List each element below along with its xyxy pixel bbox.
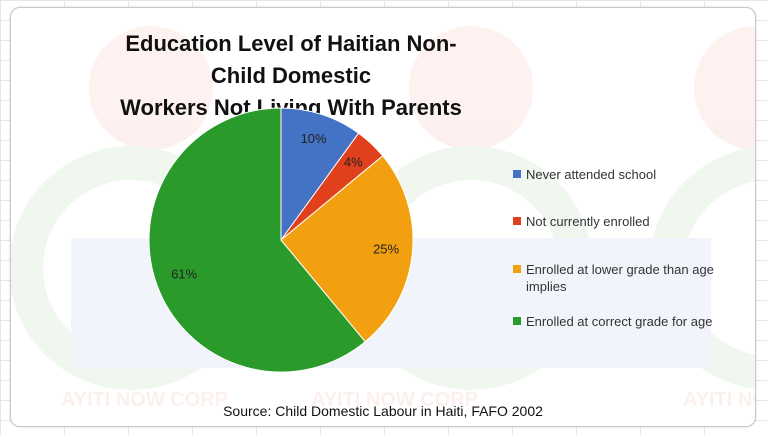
watermark-text: AYITI NOW CORP	[61, 389, 228, 411]
watermark-figure-head	[89, 26, 213, 150]
legend-label-line: Never attended school	[526, 167, 657, 182]
legend-item[interactable]: Enrolled at correct grade for age	[513, 313, 753, 330]
legend-label-line: implies	[526, 279, 567, 294]
watermark-figure-head	[694, 26, 755, 150]
watermark-figure-head	[409, 26, 533, 150]
data-label: 25%	[373, 241, 399, 256]
legend-item[interactable]: Not currently enrolled	[513, 213, 753, 230]
source-note: Source: Child Domestic Labour in Haiti, …	[223, 403, 543, 419]
watermark-text: AYITI NOW CORP	[311, 389, 478, 411]
pie-slice[interactable]	[280, 107, 360, 242]
chart-title-line-1: Education Level of Haitian Non-Child Dom…	[125, 31, 457, 88]
data-label: 4%	[344, 154, 363, 169]
legend-swatch	[513, 317, 521, 325]
pie-chart[interactable]: 10% 4% 25% 61%	[11, 8, 755, 426]
legend-label: Not currently enrolled	[526, 213, 650, 230]
pie-slice[interactable]	[280, 155, 414, 343]
legend-swatch	[513, 170, 521, 178]
data-label: 61%	[171, 266, 197, 281]
legend-swatch	[513, 217, 521, 225]
legend-label-line: Not currently enrolled	[526, 214, 650, 229]
chart-area[interactable]: AYITI NOW CORP AYITI NOW CORP AYITI NOW CO…	[10, 7, 756, 427]
legend-item[interactable]: Never attended school	[513, 166, 753, 183]
legend-label: Never attended school	[526, 166, 656, 183]
data-label: 10%	[301, 131, 327, 146]
legend-item[interactable]: Enrolled at lower grade than age implies	[513, 261, 753, 295]
watermark-text: AYITI NOW CORP	[683, 389, 755, 411]
pie-slice[interactable]	[148, 107, 366, 373]
watermark-figure-ring	[649, 147, 755, 389]
legend-label-line: Enrolled at lower grade than age	[526, 262, 714, 277]
legend-label-line: Enrolled at correct grade for age	[526, 314, 713, 329]
legend-label: Enrolled at lower grade than age implies	[526, 261, 714, 295]
legend-swatch	[513, 265, 521, 273]
legend-label: Enrolled at correct grade for age	[526, 313, 712, 330]
